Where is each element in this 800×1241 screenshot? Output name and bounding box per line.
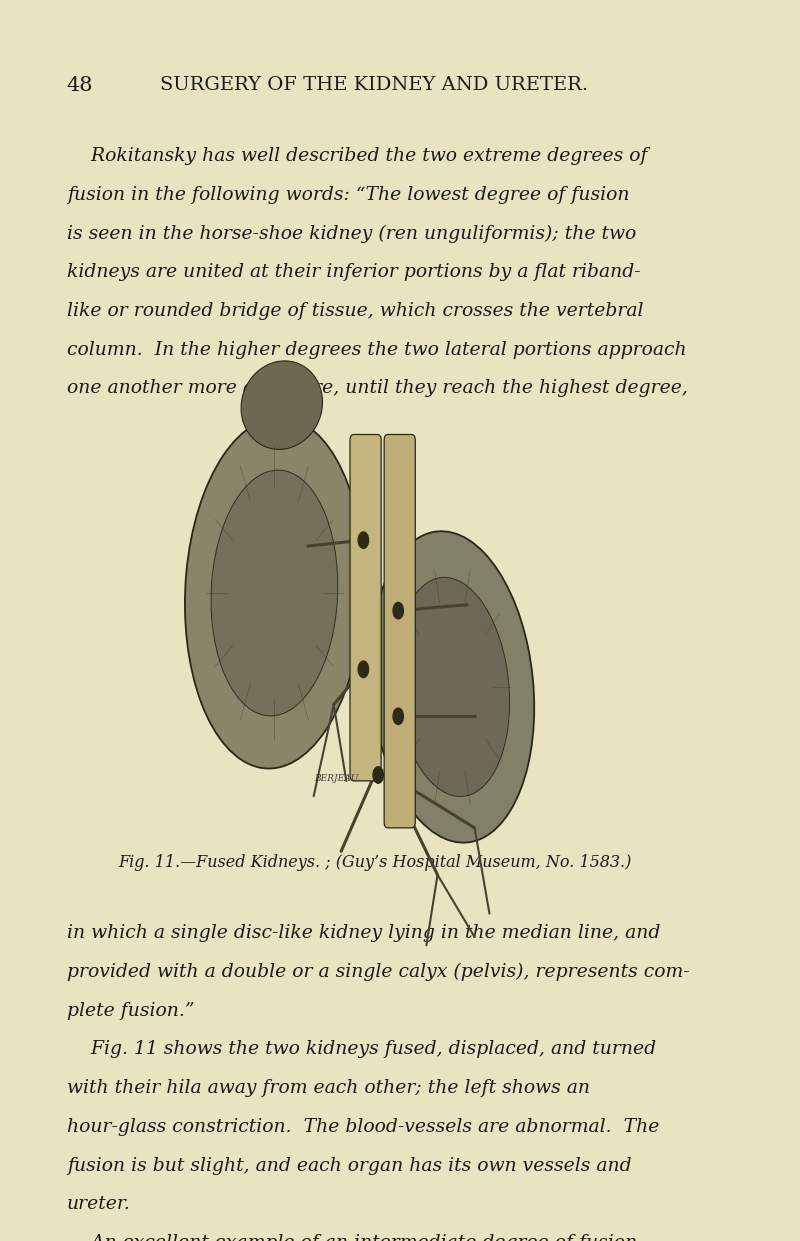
Circle shape [373, 767, 383, 783]
Bar [134, 405, 630, 840]
Text: fusion is but slight, and each organ has its own vessels and: fusion is but slight, and each organ has… [66, 1157, 631, 1175]
Text: like or rounded bridge of tissue, which crosses the vertebral: like or rounded bridge of tissue, which … [66, 302, 643, 320]
Text: with their hila away from each other; the left shows an: with their hila away from each other; th… [66, 1080, 590, 1097]
Text: plete fusion.”: plete fusion.” [66, 1001, 194, 1020]
Text: is seen in the horse-shoe kidney (ren unguliformis); the two: is seen in the horse-shoe kidney (ren un… [66, 225, 636, 242]
Text: Rokitansky has well described the two extreme degrees of: Rokitansky has well described the two ex… [66, 146, 647, 165]
Text: Fig. 11 shows the two kidneys fused, displaced, and turned: Fig. 11 shows the two kidneys fused, dis… [66, 1040, 656, 1059]
Text: An excellent example of an intermediate degree of fusion: An excellent example of an intermediate … [66, 1234, 637, 1241]
Text: in which a single disc-like kidney lying in the median line, and: in which a single disc-like kidney lying… [66, 925, 660, 942]
Text: provided with a double or a single calyx (pelvis), represents com-: provided with a double or a single calyx… [66, 963, 690, 982]
Text: SURGERY OF THE KIDNEY AND URETER.: SURGERY OF THE KIDNEY AND URETER. [161, 77, 589, 94]
Text: ureter.: ureter. [66, 1195, 130, 1214]
Text: 48: 48 [66, 77, 94, 96]
FancyBboxPatch shape [350, 434, 381, 781]
Text: BERJEAU.: BERJEAU. [314, 774, 361, 783]
Circle shape [358, 661, 369, 678]
Circle shape [358, 532, 369, 549]
Ellipse shape [241, 361, 322, 449]
Text: hour-glass constriction.  The blood-vessels are abnormal.  The: hour-glass constriction. The blood-vesse… [66, 1118, 659, 1136]
Ellipse shape [211, 470, 338, 716]
FancyBboxPatch shape [384, 434, 415, 828]
Ellipse shape [395, 577, 510, 797]
Circle shape [393, 602, 403, 619]
Ellipse shape [185, 417, 364, 768]
Text: fusion in the following words: “The lowest degree of fusion: fusion in the following words: “The lowe… [66, 186, 630, 204]
Text: Fig. 11.—Fused Kidneys. ; (Guy’s Hospital Museum, No. 1583.): Fig. 11.—Fused Kidneys. ; (Guy’s Hospita… [118, 854, 631, 871]
Text: column.  In the higher degrees the two lateral portions approach: column. In the higher degrees the two la… [66, 340, 686, 359]
Circle shape [393, 709, 403, 725]
Ellipse shape [370, 531, 534, 843]
Text: kidneys are united at their inferior portions by a flat riband-: kidneys are united at their inferior por… [66, 263, 640, 280]
Text: one another more and more, until they reach the highest degree,: one another more and more, until they re… [66, 380, 688, 397]
